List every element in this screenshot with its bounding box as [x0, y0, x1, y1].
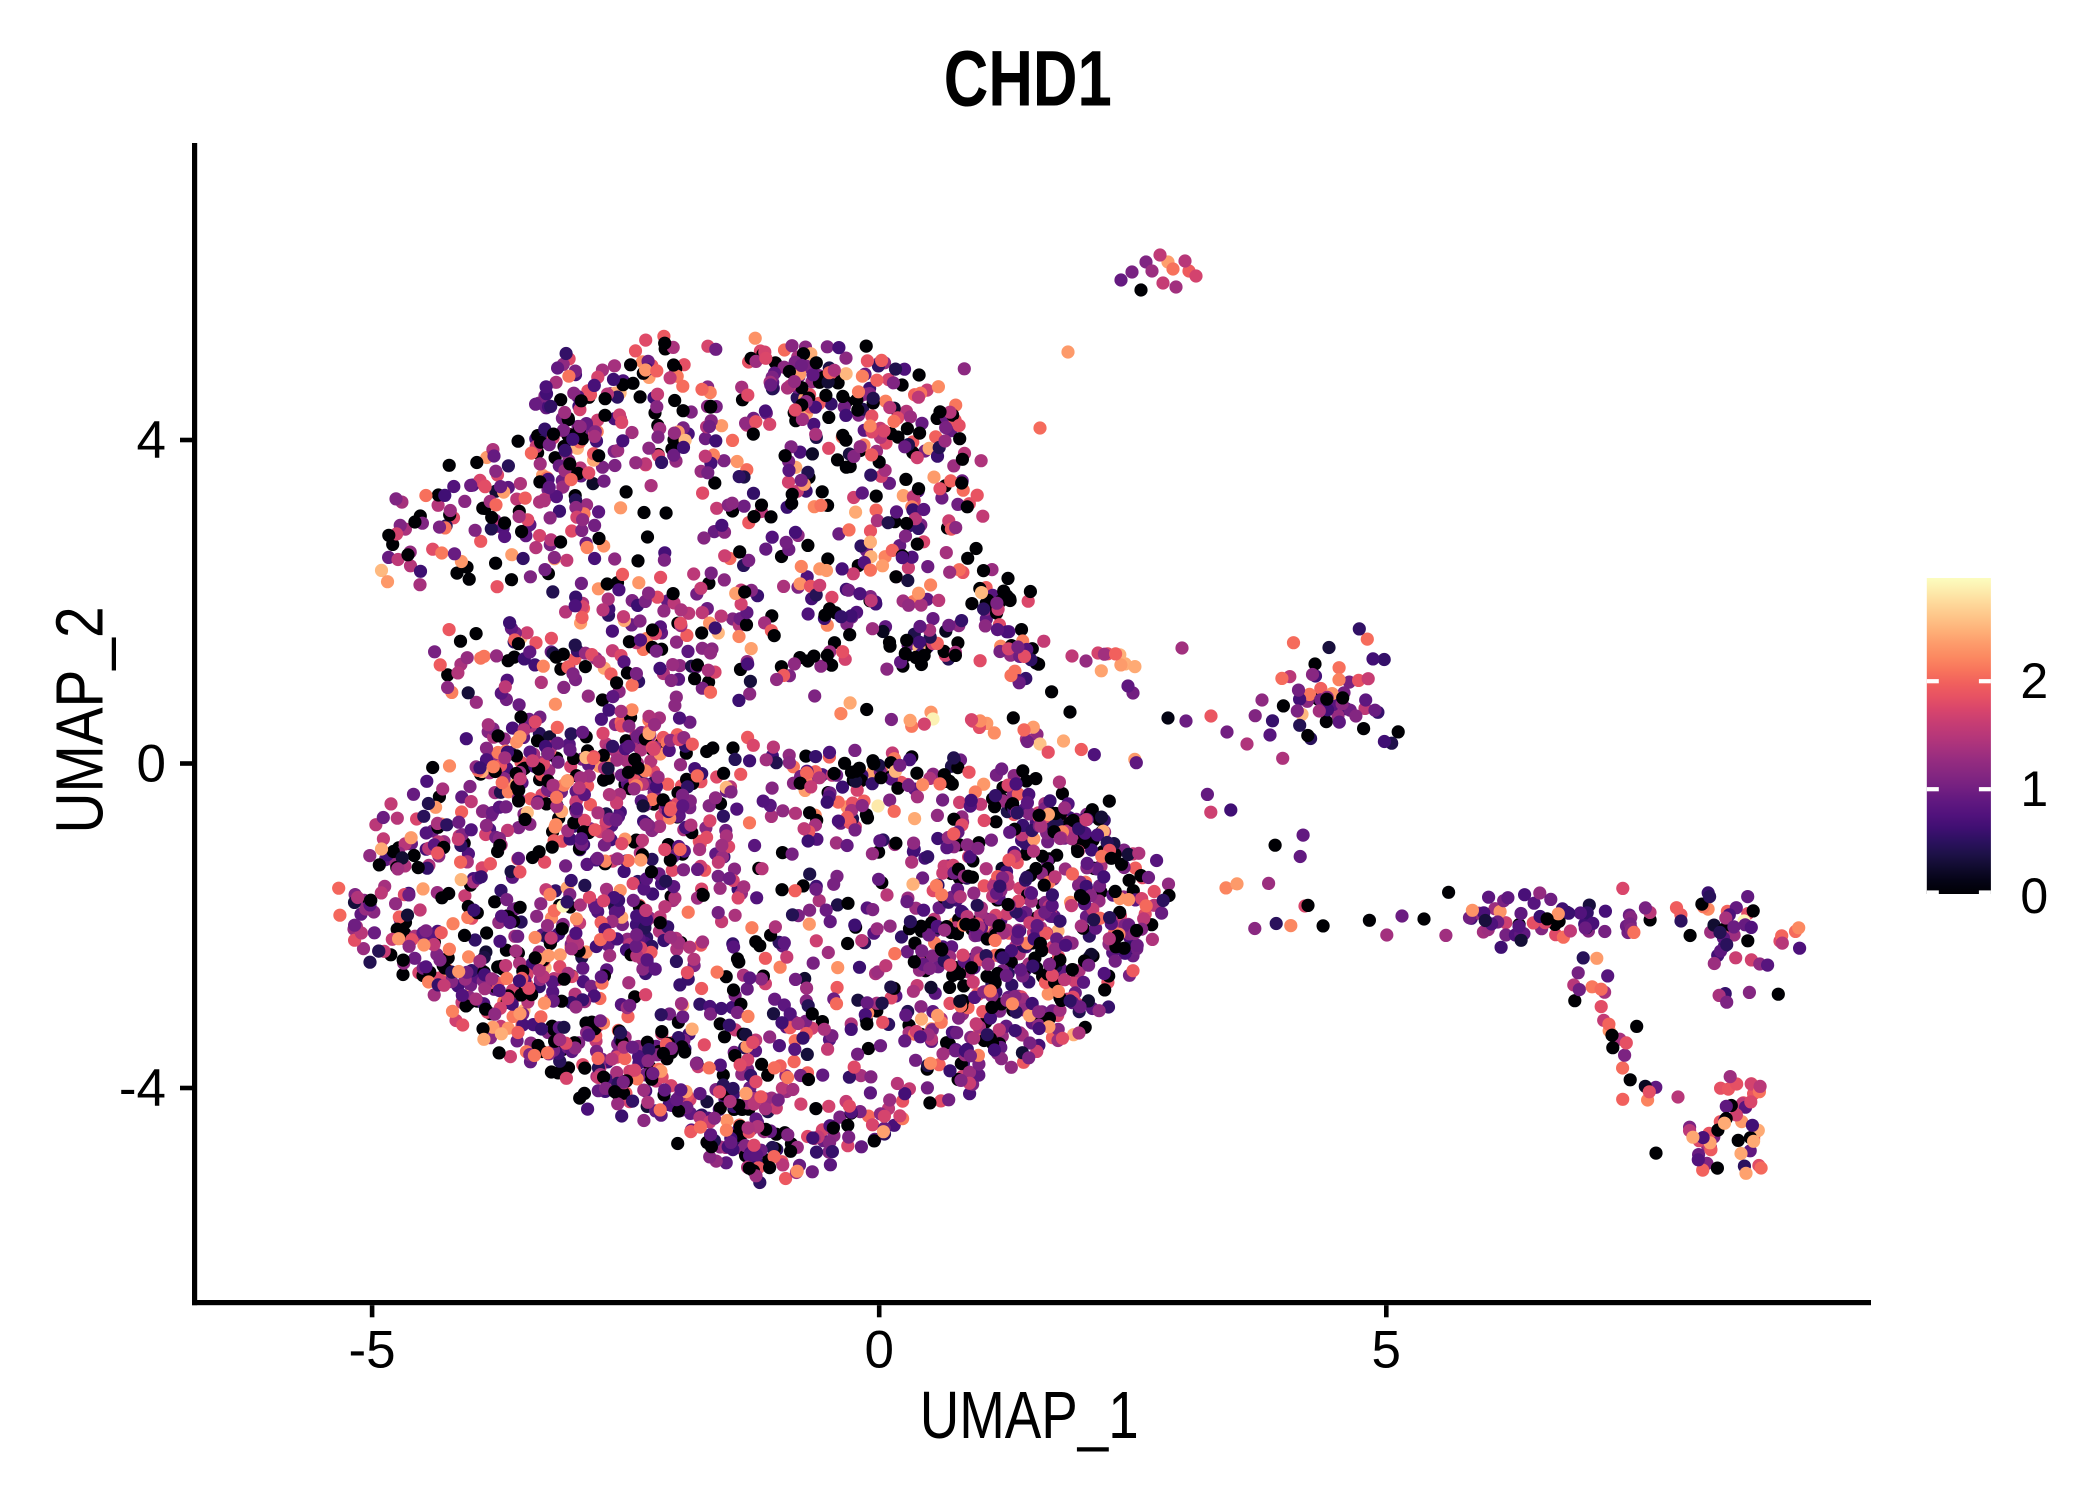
svg-text:UMAP_2: UMAP_2: [43, 607, 118, 834]
svg-text:UMAP_1: UMAP_1: [920, 1378, 1139, 1453]
svg-text:0: 0: [864, 1320, 893, 1379]
svg-text:5: 5: [1372, 1320, 1401, 1379]
svg-text:1: 1: [2020, 761, 2048, 817]
svg-text:4: 4: [137, 411, 166, 470]
svg-text:-4: -4: [119, 1059, 166, 1118]
svg-text:2: 2: [2020, 653, 2048, 709]
svg-text:-5: -5: [349, 1320, 396, 1379]
svg-text:0: 0: [137, 735, 166, 794]
svg-text:0: 0: [2020, 868, 2048, 924]
svg-text:CHD1: CHD1: [944, 33, 1112, 122]
